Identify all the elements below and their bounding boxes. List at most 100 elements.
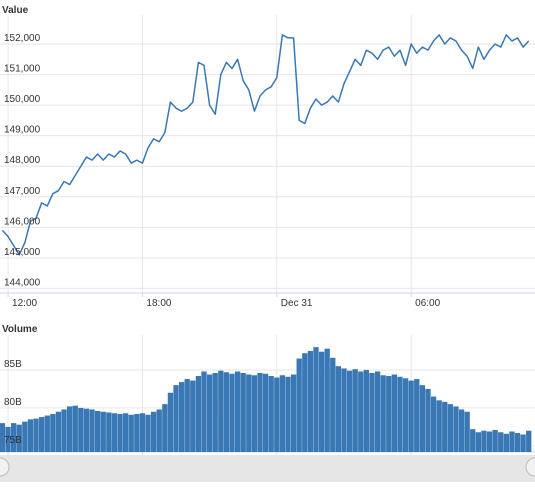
volume-bar (195, 376, 202, 452)
volume-bar (178, 382, 185, 452)
navigator-handle[interactable] (0, 457, 10, 477)
y-tick-label: 80B (4, 397, 22, 408)
volume-bar (408, 380, 414, 452)
volume-bar (296, 358, 302, 452)
volume-bar (106, 412, 112, 452)
volume-bar (22, 421, 28, 452)
x-tick-label: 12:00 (12, 298, 37, 309)
volume-bar (61, 409, 67, 452)
volume-bar (307, 350, 314, 452)
volume-bar (128, 414, 134, 452)
navigator[interactable] (0, 455, 535, 482)
x-tick-label: 06:00 (415, 298, 440, 309)
volume-bar (509, 431, 515, 452)
y-tick-label: 150,000 (4, 94, 41, 105)
y-tick-label: 144,000 (4, 277, 41, 288)
volume-bar (346, 370, 353, 452)
volume-bar (442, 401, 448, 452)
y-tick-label: 147,000 (4, 186, 41, 197)
volume-bar (380, 375, 386, 452)
volume-bar (419, 385, 426, 452)
volume-bar (436, 400, 442, 452)
volume-bar (100, 411, 106, 452)
volume-bar (162, 404, 168, 452)
volume-bar (33, 418, 39, 452)
volume-bar (313, 347, 319, 452)
volume-bar (139, 413, 146, 452)
volume-bar (458, 409, 465, 452)
volume-bar (38, 417, 45, 452)
volume-bar (44, 415, 50, 452)
volume-bar (201, 371, 207, 452)
navigator-handle[interactable] (525, 457, 535, 477)
y-tick-label: 85B (4, 359, 22, 370)
volume-bar (341, 368, 347, 452)
y-tick-label: 152,000 (4, 33, 41, 44)
volume-bar (156, 409, 162, 452)
volume-bar (464, 411, 470, 452)
volume-bar (475, 432, 482, 452)
volume-bar (11, 423, 17, 452)
volume-bar (324, 348, 330, 452)
volume-bar (330, 357, 336, 452)
volume-bar (414, 379, 420, 452)
volume-bar (514, 433, 521, 452)
volume-bar (498, 432, 504, 452)
volume-bar (218, 370, 224, 452)
volume-bar (302, 353, 308, 452)
volume-bar (89, 409, 95, 452)
volume-bar (397, 376, 403, 452)
volume-bar (122, 413, 129, 452)
volume-bar (240, 372, 246, 452)
volume-bar (150, 411, 157, 452)
volume-bar (78, 407, 84, 452)
price-line (1, 34, 530, 256)
volume-bar (229, 373, 235, 452)
volume-bar (374, 371, 381, 452)
volume-bar (16, 424, 22, 452)
x-tick-label: 18:00 (146, 298, 171, 309)
volume-bar (167, 392, 174, 452)
volume-bar (0, 423, 6, 452)
volume-bar (246, 374, 252, 452)
volume-bar (369, 372, 375, 452)
volume-bar (257, 372, 263, 452)
volume-bar (5, 426, 11, 452)
volume-bar (318, 351, 325, 452)
volume-bar (55, 411, 62, 452)
volume-bar (447, 404, 454, 452)
volume-bar (486, 431, 493, 452)
volume-bar (234, 371, 241, 452)
volume-bar (190, 380, 196, 452)
volume-bar (430, 396, 437, 452)
volume-bar (268, 376, 274, 452)
volume-bar (134, 414, 140, 452)
y-tick-label: 146,000 (4, 216, 41, 227)
volume-bar (391, 374, 398, 452)
panel-title: Volume (2, 324, 38, 335)
volume-bar (117, 414, 123, 452)
volume-bar (352, 369, 358, 452)
y-tick-label: 75B (4, 435, 22, 446)
volume-bar (453, 406, 459, 452)
volume-bar (72, 405, 78, 452)
volume-bar (184, 379, 190, 452)
volume-bar (526, 430, 532, 452)
volume-bar (285, 376, 291, 452)
volume-bar (27, 419, 34, 452)
volume-bar (251, 375, 258, 452)
volume-bar (363, 369, 370, 452)
volume-bar (279, 375, 286, 452)
volume-bar (358, 371, 364, 452)
volume-bar (402, 378, 409, 452)
y-tick-label: 148,000 (4, 155, 41, 166)
volume-bar (290, 374, 297, 452)
volume-bar (94, 410, 101, 452)
volume-bar (503, 433, 509, 452)
volume-bar (481, 430, 487, 452)
volume-bar (83, 408, 90, 452)
y-tick-label: 149,000 (4, 125, 41, 136)
volume-bar (111, 413, 118, 452)
panel-title: Value (2, 5, 29, 16)
